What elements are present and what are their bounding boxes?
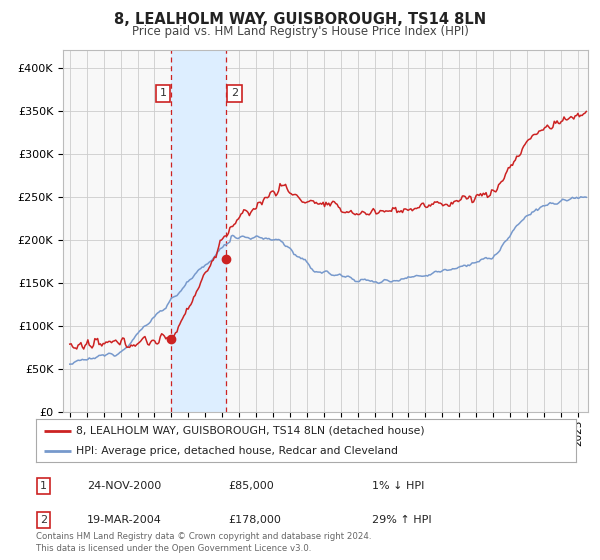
Text: 19-MAR-2004: 19-MAR-2004 (87, 515, 162, 525)
Bar (172, 50, 226, 412)
Text: £178,000: £178,000 (228, 515, 281, 525)
Text: 2: 2 (231, 88, 238, 99)
Text: 8, LEALHOLM WAY, GUISBOROUGH, TS14 8LN (detached house): 8, LEALHOLM WAY, GUISBOROUGH, TS14 8LN (… (77, 426, 425, 436)
Text: HPI: Average price, detached house, Redcar and Cleveland: HPI: Average price, detached house, Redc… (77, 446, 398, 456)
Text: 29% ↑ HPI: 29% ↑ HPI (372, 515, 431, 525)
Text: 1% ↓ HPI: 1% ↓ HPI (372, 482, 424, 491)
Text: Contains HM Land Registry data © Crown copyright and database right 2024.
This d: Contains HM Land Registry data © Crown c… (36, 533, 371, 553)
Text: 2: 2 (40, 515, 47, 525)
Text: £85,000: £85,000 (228, 482, 274, 491)
Text: 1: 1 (160, 88, 166, 99)
Text: 1: 1 (40, 482, 47, 491)
Text: 24-NOV-2000: 24-NOV-2000 (87, 482, 161, 491)
Text: Price paid vs. HM Land Registry's House Price Index (HPI): Price paid vs. HM Land Registry's House … (131, 25, 469, 38)
Text: 8, LEALHOLM WAY, GUISBOROUGH, TS14 8LN: 8, LEALHOLM WAY, GUISBOROUGH, TS14 8LN (114, 12, 486, 27)
